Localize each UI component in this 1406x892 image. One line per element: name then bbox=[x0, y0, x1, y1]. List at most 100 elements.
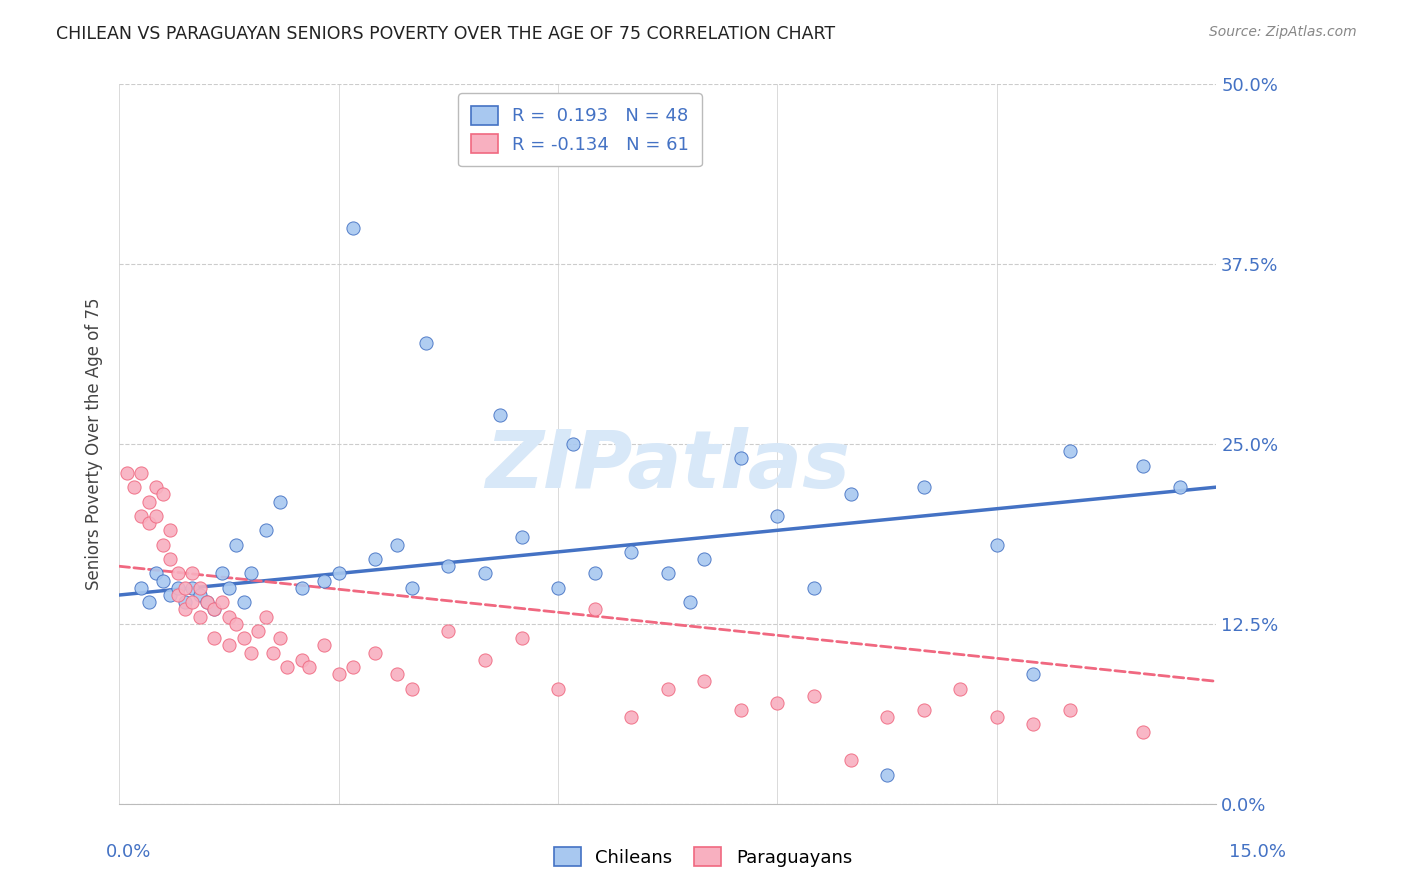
Point bbox=[174, 581, 197, 595]
Point bbox=[342, 660, 364, 674]
Point bbox=[159, 588, 181, 602]
Point bbox=[474, 653, 496, 667]
Point bbox=[839, 753, 862, 767]
Text: CHILEAN VS PARAGUAYAN SENIORS POVERTY OVER THE AGE OF 75 CORRELATION CHART: CHILEAN VS PARAGUAYAN SENIORS POVERTY OV… bbox=[56, 25, 835, 43]
Point bbox=[986, 710, 1008, 724]
Point bbox=[211, 595, 233, 609]
Point bbox=[437, 624, 460, 638]
Point bbox=[547, 681, 569, 696]
Point bbox=[262, 646, 284, 660]
Point bbox=[657, 566, 679, 581]
Point bbox=[766, 696, 789, 710]
Point bbox=[620, 710, 643, 724]
Point bbox=[561, 437, 583, 451]
Point bbox=[1022, 667, 1045, 681]
Point bbox=[839, 487, 862, 501]
Point bbox=[1168, 480, 1191, 494]
Point bbox=[401, 581, 423, 595]
Point bbox=[657, 681, 679, 696]
Point bbox=[218, 609, 240, 624]
Point bbox=[1059, 444, 1081, 458]
Point bbox=[1022, 717, 1045, 731]
Point bbox=[239, 646, 262, 660]
Point bbox=[986, 538, 1008, 552]
Point bbox=[166, 588, 188, 602]
Point bbox=[510, 531, 533, 545]
Point bbox=[912, 480, 935, 494]
Point bbox=[232, 631, 254, 645]
Point bbox=[152, 538, 174, 552]
Y-axis label: Seniors Poverty Over the Age of 75: Seniors Poverty Over the Age of 75 bbox=[86, 298, 103, 591]
Point bbox=[401, 681, 423, 696]
Point bbox=[1132, 724, 1154, 739]
Point bbox=[766, 508, 789, 523]
Point bbox=[152, 574, 174, 588]
Point bbox=[181, 595, 204, 609]
Point bbox=[225, 538, 247, 552]
Point bbox=[876, 768, 898, 782]
Point bbox=[254, 524, 277, 538]
Point bbox=[679, 595, 702, 609]
Point bbox=[202, 602, 225, 616]
Point bbox=[803, 581, 825, 595]
Point bbox=[364, 646, 387, 660]
Point bbox=[129, 581, 152, 595]
Point bbox=[693, 674, 716, 689]
Point bbox=[115, 466, 138, 480]
Point bbox=[693, 552, 716, 566]
Point bbox=[488, 409, 510, 423]
Point bbox=[291, 653, 314, 667]
Point bbox=[152, 487, 174, 501]
Point bbox=[276, 660, 298, 674]
Point bbox=[145, 508, 167, 523]
Point bbox=[138, 516, 160, 530]
Point bbox=[247, 624, 270, 638]
Point bbox=[129, 508, 152, 523]
Point bbox=[202, 602, 225, 616]
Point bbox=[510, 631, 533, 645]
Point bbox=[803, 689, 825, 703]
Point bbox=[254, 609, 277, 624]
Point bbox=[312, 638, 335, 652]
Point bbox=[291, 581, 314, 595]
Point bbox=[342, 221, 364, 235]
Point bbox=[1132, 458, 1154, 473]
Point bbox=[620, 545, 643, 559]
Point bbox=[415, 336, 437, 351]
Point bbox=[122, 480, 145, 494]
Text: 0.0%: 0.0% bbox=[105, 843, 150, 861]
Point bbox=[298, 660, 321, 674]
Point bbox=[181, 581, 204, 595]
Text: ZIPatlas: ZIPatlas bbox=[485, 426, 851, 505]
Point bbox=[583, 566, 606, 581]
Legend: R =  0.193   N = 48, R = -0.134   N = 61: R = 0.193 N = 48, R = -0.134 N = 61 bbox=[458, 94, 702, 167]
Point bbox=[312, 574, 335, 588]
Point bbox=[547, 581, 569, 595]
Point bbox=[188, 581, 211, 595]
Point bbox=[232, 595, 254, 609]
Point bbox=[218, 581, 240, 595]
Point bbox=[328, 566, 350, 581]
Point bbox=[269, 631, 291, 645]
Point bbox=[730, 451, 752, 466]
Point bbox=[188, 588, 211, 602]
Point bbox=[174, 595, 197, 609]
Point bbox=[166, 581, 188, 595]
Point bbox=[181, 566, 204, 581]
Point bbox=[225, 616, 247, 631]
Point bbox=[188, 609, 211, 624]
Point bbox=[166, 566, 188, 581]
Point bbox=[1059, 703, 1081, 717]
Point bbox=[437, 559, 460, 574]
Point bbox=[138, 595, 160, 609]
Point bbox=[174, 602, 197, 616]
Point bbox=[129, 466, 152, 480]
Point bbox=[328, 667, 350, 681]
Point bbox=[211, 566, 233, 581]
Point bbox=[195, 595, 218, 609]
Point bbox=[912, 703, 935, 717]
Point bbox=[385, 538, 408, 552]
Point bbox=[385, 667, 408, 681]
Point bbox=[159, 524, 181, 538]
Point bbox=[949, 681, 972, 696]
